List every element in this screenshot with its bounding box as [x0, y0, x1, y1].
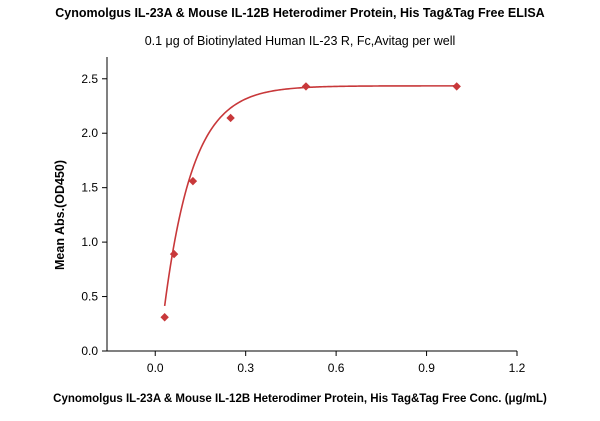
data-point [188, 176, 198, 186]
x-tick-label: 0.9 [418, 361, 435, 375]
chart-subtitle: 0.1 μg of Biotinylated Human IL-23 R, Fc… [144, 34, 456, 48]
y-tick-label: 1.5 [81, 181, 98, 195]
x-tick-label: 0.0 [147, 361, 164, 375]
y-tick-label: 1.0 [81, 235, 98, 249]
data-point [452, 82, 461, 91]
y-tick-label: 0.5 [81, 290, 98, 304]
y-tick-label: 0.0 [81, 344, 98, 358]
chart-title: Cynomolgus IL-23A & Mouse IL-12B Heterod… [55, 6, 545, 20]
data-points-group [160, 82, 461, 322]
fit-curve [163, 85, 457, 307]
y-axis-label: Mean Abs.(OD450) [53, 160, 67, 270]
data-point [301, 82, 311, 91]
y-tick-label: 2.5 [81, 72, 98, 86]
chart-axes: 0.0 0.3 0.6 0.9 1.2 0.0 0.5 1.0 1.5 2.0 2.5 [81, 57, 526, 375]
data-point [169, 249, 179, 259]
y-tick-label: 2.0 [81, 126, 98, 140]
x-tick-label: 0.6 [328, 361, 345, 375]
x-tick-label: 1.2 [509, 361, 526, 375]
fit-curve-group [163, 85, 457, 307]
data-point [226, 113, 235, 123]
x-tick-label: 0.3 [237, 361, 254, 375]
x-axis-label: Cynomolgus IL-23A & Mouse IL-12B Heterod… [53, 393, 547, 405]
data-point [160, 313, 169, 322]
